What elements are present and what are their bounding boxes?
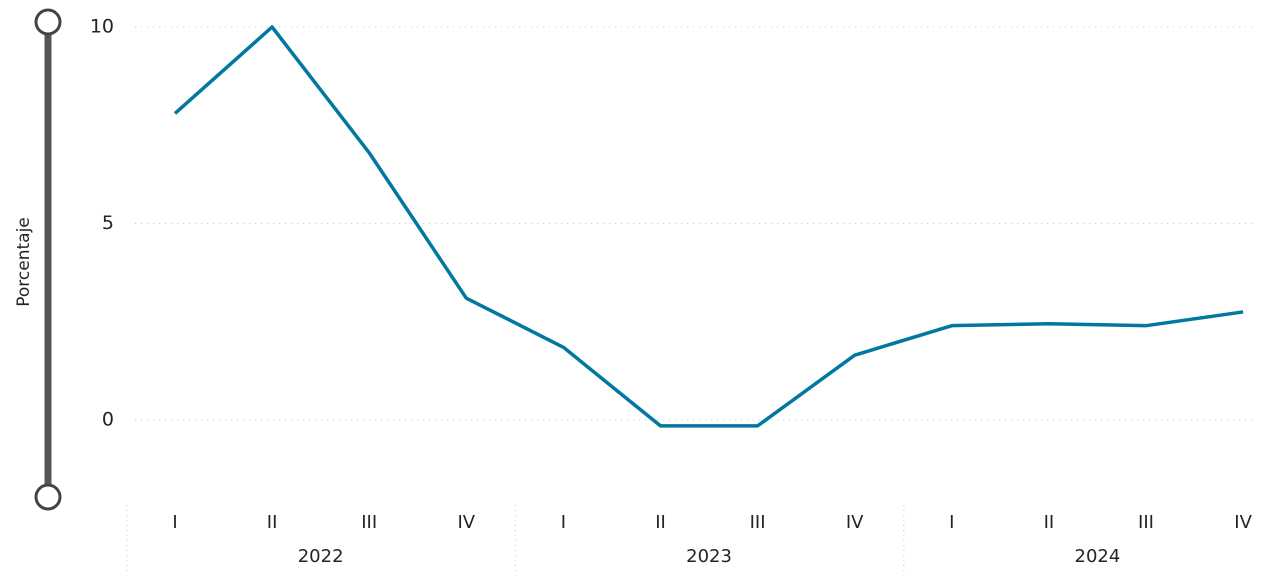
x-tick-label: I <box>949 512 954 533</box>
x-tick-label: IV <box>846 512 864 533</box>
x-tick-label: II <box>655 512 666 533</box>
x-tick-label: II <box>267 512 278 533</box>
group-label: 2023 <box>686 546 732 567</box>
data-line <box>173 25 1244 428</box>
range-slider[interactable] <box>34 8 62 511</box>
x-tick-label: I <box>172 512 177 533</box>
group-label: 2024 <box>1075 546 1121 567</box>
y-tick-label: 5 <box>102 212 114 234</box>
y-tick-label: 0 <box>102 409 114 431</box>
x-tick-label: III <box>1138 512 1154 533</box>
x-tick-label: III <box>750 512 766 533</box>
y-tick-label: 10 <box>90 16 114 38</box>
x-tick-label: III <box>361 512 377 533</box>
x-tick-label: II <box>1044 512 1055 533</box>
group-label: 2022 <box>298 546 344 567</box>
x-tick-label: I <box>561 512 566 533</box>
y-axis-label: Porcentaje <box>14 217 34 307</box>
x-tick-label: IV <box>457 512 475 533</box>
slider-handle[interactable] <box>34 8 62 36</box>
slider-handle[interactable] <box>34 483 62 511</box>
x-tick-label: IV <box>1234 512 1252 533</box>
